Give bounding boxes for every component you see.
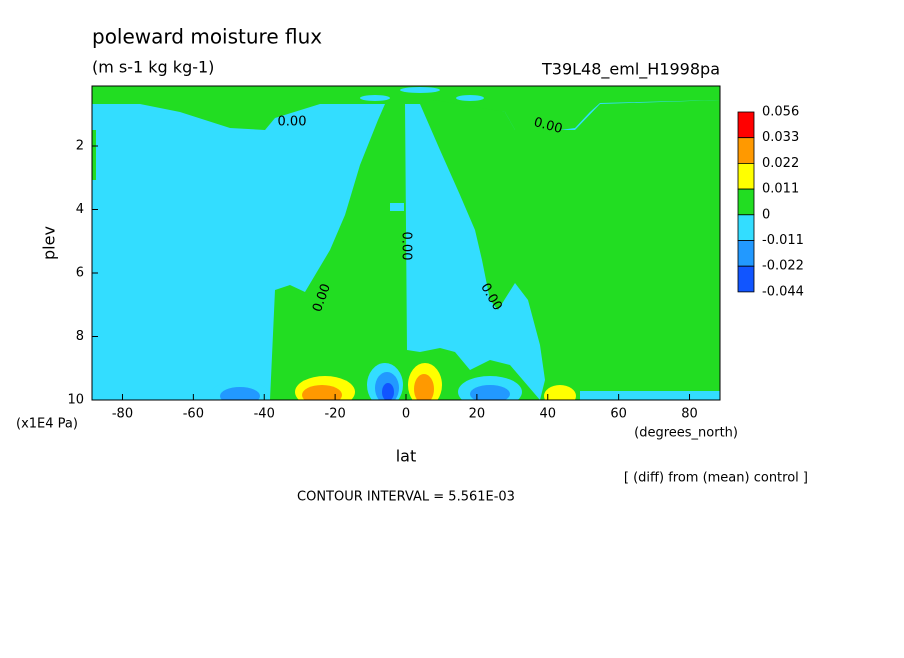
x-tick-label: -40 — [254, 407, 275, 422]
colorbar-label: -0.044 — [762, 284, 804, 299]
colorbar-label: 0.033 — [762, 130, 799, 145]
dataset-label: T39L48_eml_H1998pa — [541, 60, 720, 80]
field-region — [400, 87, 440, 93]
field-region — [302, 385, 342, 400]
field-region — [220, 387, 260, 400]
note: [ (diff) from (mean) control ] — [624, 471, 808, 486]
colorbar-label: 0.011 — [762, 182, 799, 197]
y-tick-label: 6 — [76, 266, 84, 281]
field-region — [92, 130, 96, 180]
colorbar-label: -0.022 — [762, 259, 804, 274]
x-tick-label: -20 — [325, 407, 346, 422]
colorbar-box — [737, 162, 755, 190]
y-tick-label: 2 — [76, 139, 84, 154]
field-region — [390, 203, 404, 211]
x-axis-units: (degrees_north) — [634, 426, 738, 441]
y-tick-label: 10 — [67, 393, 84, 408]
field-region — [580, 391, 720, 400]
field-region — [270, 104, 540, 400]
field-region — [470, 385, 510, 400]
y-tick-label: 8 — [76, 329, 84, 344]
x-tick-label: 0 — [402, 407, 410, 422]
contour-label: 0.00 — [532, 115, 564, 137]
field-region — [414, 374, 434, 400]
x-axis-label: lat — [396, 447, 417, 466]
contour-label: 0.00 — [399, 232, 414, 261]
field-region — [382, 383, 394, 400]
colorbar-label: 0 — [762, 207, 770, 222]
contour-label: 0.00 — [278, 115, 307, 130]
field-region — [360, 95, 390, 101]
y-axis-units: (x1E4 Pa) — [16, 417, 78, 432]
colorbar-box — [737, 137, 755, 164]
y-tick-label: 4 — [76, 202, 84, 217]
colorbar-label: 0.022 — [762, 156, 799, 171]
colorbar-box — [737, 214, 755, 241]
x-tick-label: -80 — [112, 407, 133, 422]
colorbar-box — [737, 111, 755, 139]
contour-field — [92, 86, 720, 400]
colorbar-box — [737, 265, 755, 293]
contour-interval: CONTOUR INTERVAL = 5.561E-03 — [297, 490, 515, 505]
x-tick-label: 40 — [539, 407, 556, 422]
colorbar-box — [737, 188, 755, 216]
x-tick-label: -60 — [183, 407, 204, 422]
chart-units: (m s-1 kg kg-1) — [92, 58, 214, 77]
x-tick-label: 60 — [610, 407, 627, 422]
field-region — [456, 95, 484, 101]
colorbar-box — [737, 240, 755, 267]
colorbar-label: 0.056 — [762, 105, 799, 120]
colorbar-label: -0.011 — [762, 233, 804, 248]
field-region — [420, 100, 720, 400]
field-region — [92, 86, 720, 132]
chart-title: poleward moisture flux — [92, 25, 322, 49]
x-tick-label: 80 — [681, 407, 698, 422]
x-tick-label: 20 — [469, 407, 486, 422]
field-region — [544, 385, 576, 400]
y-axis-label: plev — [40, 226, 59, 260]
